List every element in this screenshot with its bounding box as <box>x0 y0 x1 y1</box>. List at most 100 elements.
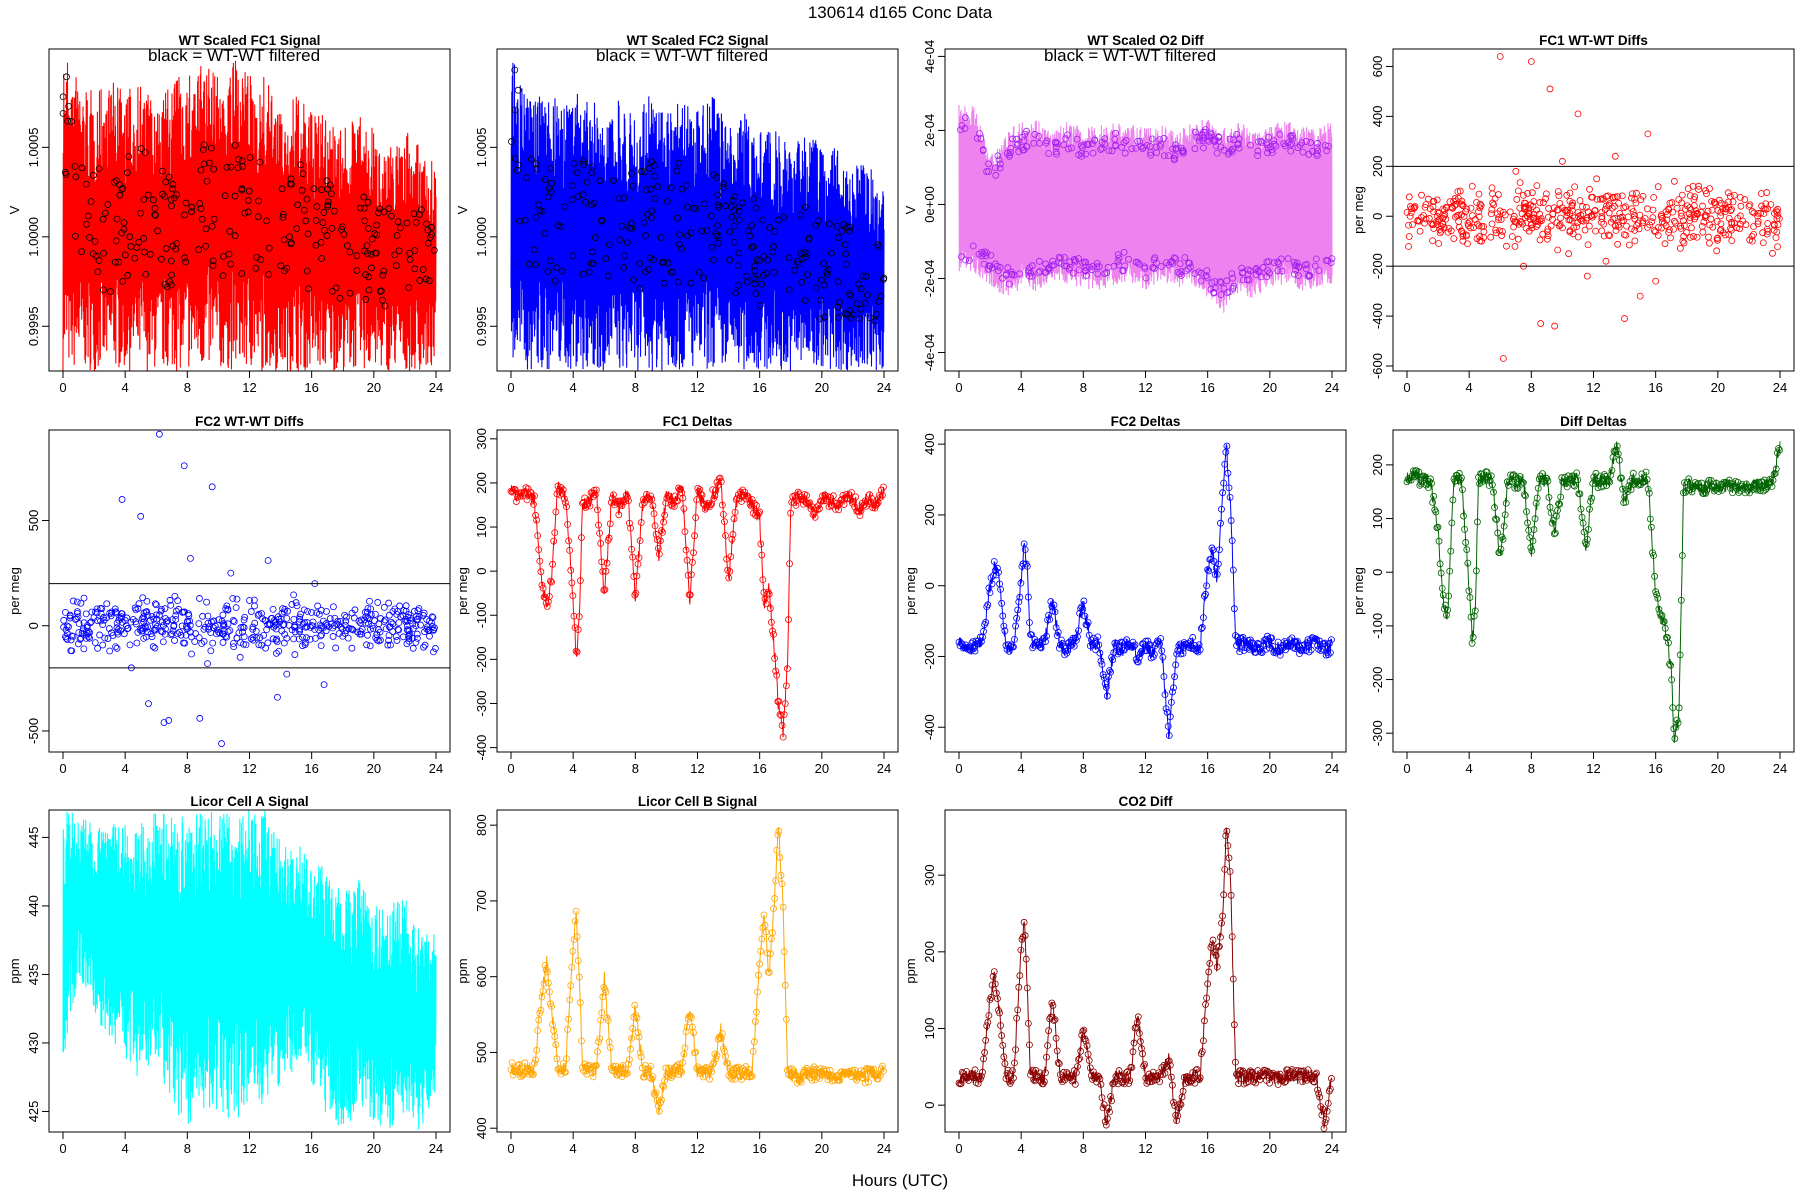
series-point <box>1059 640 1066 647</box>
diff-point <box>227 569 235 577</box>
diff-point <box>1670 225 1677 233</box>
filtered-point <box>328 224 336 232</box>
series-point <box>761 595 769 603</box>
diff-point <box>1658 214 1666 222</box>
filtered-point <box>630 276 637 284</box>
series-point <box>665 1064 673 1072</box>
series-point <box>1206 960 1214 967</box>
filtered-point <box>365 225 372 232</box>
series-point <box>1199 614 1207 622</box>
diff-point <box>1680 239 1688 247</box>
filtered-point <box>823 268 830 276</box>
series-point <box>1015 598 1023 606</box>
filtered-point <box>650 162 658 170</box>
series-point <box>674 497 681 505</box>
series-point <box>1445 592 1453 600</box>
filtered-point <box>91 237 99 245</box>
series-point <box>1440 605 1448 613</box>
diff-point <box>1741 196 1749 203</box>
diff-point <box>99 641 107 649</box>
series-point <box>623 493 631 501</box>
series-point <box>1557 493 1565 501</box>
series-point <box>1232 1058 1239 1066</box>
filtered-point <box>1007 144 1015 152</box>
diff-point <box>151 644 159 652</box>
diff-point <box>1754 217 1762 225</box>
filtered-point <box>265 270 273 278</box>
series-point <box>665 492 673 500</box>
diff-point <box>98 605 106 612</box>
y-axis-label: per meg <box>903 567 918 615</box>
series-point <box>1014 1006 1022 1014</box>
filtered-point <box>1057 254 1064 262</box>
series-point <box>1204 566 1212 574</box>
filtered-point <box>1192 128 1199 136</box>
diff-point <box>180 639 187 647</box>
filtered-point <box>293 225 301 233</box>
filtered-point <box>195 246 203 254</box>
filtered-point <box>422 275 430 283</box>
diff-point <box>317 606 325 614</box>
diff-point <box>1631 215 1639 223</box>
filtered-point <box>525 260 533 268</box>
series-point <box>1075 627 1082 635</box>
series-point <box>1266 644 1273 652</box>
filtered-point <box>197 205 205 213</box>
filtered-point <box>743 272 750 280</box>
filtered-point <box>1172 144 1180 152</box>
series-point <box>1656 609 1664 617</box>
y-tick-label: -300 <box>474 690 489 716</box>
series-point <box>801 1066 808 1074</box>
series-point <box>751 1018 759 1025</box>
series-point <box>1217 519 1224 527</box>
filtered-point <box>820 281 828 289</box>
series-point <box>865 1078 872 1086</box>
diff-point <box>1661 240 1669 248</box>
panel-title: Diff Deltas <box>1560 414 1627 429</box>
filtered-point <box>1247 141 1254 149</box>
series-point <box>532 1056 539 1064</box>
filtered-point <box>1112 129 1119 137</box>
series-point <box>839 1070 847 1078</box>
diff-point <box>315 610 323 618</box>
series-point <box>745 495 753 503</box>
filtered-point <box>181 254 189 262</box>
diff-point <box>1774 243 1781 251</box>
filtered-point <box>198 215 206 223</box>
series-point <box>1103 1115 1111 1123</box>
series-point <box>1243 644 1251 652</box>
x-axis-label: Hours (UTC) <box>852 1171 948 1190</box>
filtered-point <box>551 277 559 285</box>
filtered-point <box>766 224 774 232</box>
series-point <box>1061 651 1069 659</box>
series-point <box>1166 1061 1174 1069</box>
filtered-point <box>1013 141 1021 149</box>
filtered-point <box>1287 147 1295 155</box>
diff-point <box>419 612 427 619</box>
filtered-point <box>546 185 553 192</box>
filtered-point <box>324 198 332 206</box>
filtered-point <box>871 317 879 325</box>
series-point <box>525 1071 533 1078</box>
series-point <box>1674 719 1682 727</box>
series-point <box>1500 522 1508 530</box>
diff-point <box>172 612 180 619</box>
diff-point <box>1571 183 1579 191</box>
series-point <box>1494 529 1502 537</box>
filtered-point <box>1255 138 1262 146</box>
plot-area <box>1403 53 1783 362</box>
diff-point <box>278 627 286 635</box>
diff-point <box>62 626 70 634</box>
diff-point <box>1478 237 1485 245</box>
filtered-point <box>812 221 820 229</box>
filtered-point <box>1210 288 1217 296</box>
filtered-point <box>1244 270 1252 278</box>
x-tick-label: 4 <box>122 1141 129 1156</box>
filtered-point <box>1097 146 1105 153</box>
series-point <box>1199 1037 1207 1045</box>
series-point <box>1547 509 1555 517</box>
diff-point <box>413 616 421 623</box>
filtered-point <box>986 262 994 270</box>
series-point <box>1776 446 1783 454</box>
diff-point <box>260 631 268 639</box>
